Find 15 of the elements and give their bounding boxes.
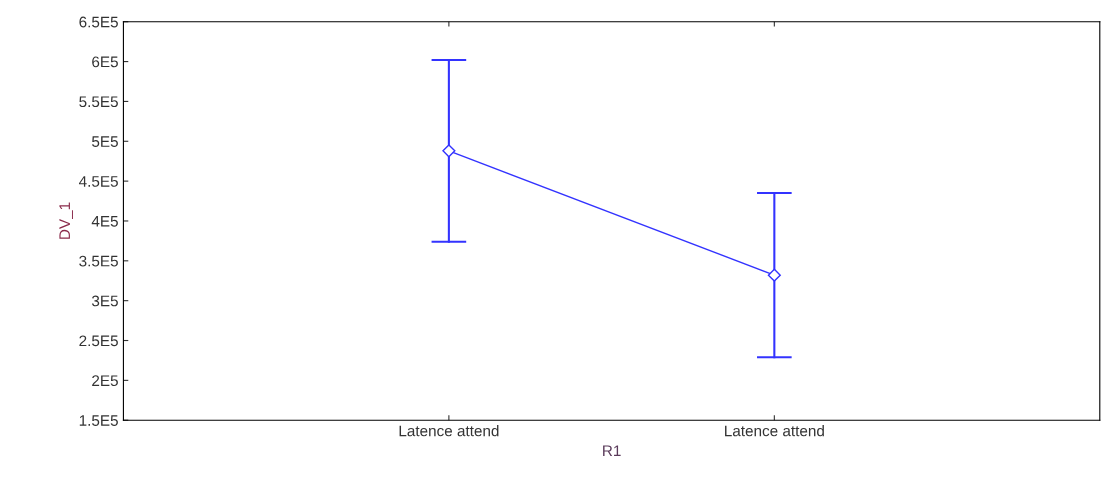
- y-tick-label: 5.5E5: [79, 96, 118, 108]
- x-tick-label: Latence attend: [399, 425, 499, 437]
- y-tick-label: 5E5: [91, 136, 118, 147]
- x-axis-title: R1: [603, 445, 621, 456]
- y-tick-label: 3.5E5: [79, 255, 118, 267]
- y-tick-label: 3E5: [91, 295, 118, 307]
- y-tick-label: 2.5E5: [79, 335, 118, 347]
- y-tick-label: 4E5: [91, 216, 118, 227]
- y-tick-label: 2E5: [92, 375, 118, 387]
- y-tick-label: 6E5: [92, 56, 118, 68]
- y-tick-label: 6.5E5: [79, 16, 118, 28]
- x-tick-label: Latence attend: [725, 425, 824, 437]
- y-tick-label: 1.5E5: [79, 415, 118, 426]
- y-axis-title: DV_1: [59, 202, 73, 239]
- y-tick-label: 4.5E5: [78, 176, 118, 187]
